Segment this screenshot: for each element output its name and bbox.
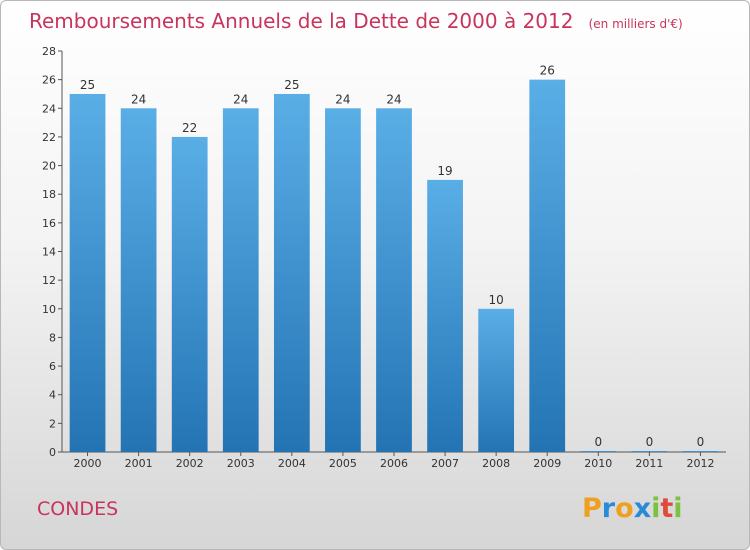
bar-2011 bbox=[631, 451, 668, 452]
x-axis-ticks: 2000 2001 2002 2003 2004 2005 2006 2007 2008 2009… bbox=[74, 452, 714, 470]
bar-2010 bbox=[580, 451, 617, 452]
y-tick-label: 8 bbox=[49, 331, 56, 344]
bars-group bbox=[69, 79, 719, 453]
y-tick-label: 12 bbox=[42, 274, 56, 287]
logo-letter: t bbox=[660, 493, 673, 524]
data-label-2000: 25 bbox=[80, 78, 95, 92]
bar-2006 bbox=[376, 108, 412, 453]
data-label-2004: 25 bbox=[284, 78, 299, 92]
y-tick-label: 20 bbox=[42, 160, 56, 173]
y-tick-label: 14 bbox=[42, 246, 56, 259]
data-label-2002: 22 bbox=[182, 121, 197, 135]
data-label-2012: 0 bbox=[697, 435, 705, 449]
bar-2004 bbox=[273, 93, 310, 452]
bar-2005 bbox=[325, 108, 361, 453]
y-tick-label: 2 bbox=[49, 417, 56, 430]
y-tick-label: 28 bbox=[42, 45, 56, 58]
bar-2012 bbox=[682, 451, 719, 452]
y-tick-label: 6 bbox=[49, 360, 56, 373]
logo-letter: x bbox=[634, 493, 651, 524]
x-tick-label-2010: 2010 bbox=[584, 457, 612, 470]
data-label-2005: 24 bbox=[335, 92, 350, 106]
y-tick-label: 18 bbox=[42, 188, 56, 201]
logo-letter: P bbox=[582, 493, 602, 524]
bar-2007 bbox=[427, 179, 463, 452]
x-tick-label-2001: 2001 bbox=[125, 457, 153, 470]
logo-letter: i bbox=[651, 493, 660, 524]
data-label-2001: 24 bbox=[131, 92, 146, 106]
y-tick-label: 24 bbox=[42, 102, 56, 115]
bar-2003 bbox=[222, 108, 259, 453]
chart-title-unit: (en milliers d'€) bbox=[589, 17, 683, 31]
data-label-2011: 0 bbox=[646, 435, 654, 449]
logo-letter: o bbox=[615, 493, 634, 524]
bar-2000 bbox=[69, 93, 106, 452]
x-tick-label-2008: 2008 bbox=[482, 457, 510, 470]
logo-letter: i bbox=[673, 493, 682, 524]
y-tick-label: 0 bbox=[49, 446, 56, 459]
x-tick-label-2009: 2009 bbox=[533, 457, 561, 470]
chart-title-main: Remboursements Annuels de la Dette de 20… bbox=[29, 9, 573, 33]
data-label-2003: 24 bbox=[233, 92, 248, 106]
data-label-2010: 0 bbox=[594, 435, 602, 449]
y-tick-label: 10 bbox=[42, 303, 56, 316]
y-tick-label: 16 bbox=[42, 217, 56, 230]
bar-2001 bbox=[120, 108, 157, 453]
data-labels-group: 25 24 22 24 25 24 24 19 10 26 0 0 0 bbox=[80, 64, 704, 449]
x-tick-label-2004: 2004 bbox=[278, 457, 306, 470]
x-tick-label-2000: 2000 bbox=[74, 457, 102, 470]
bar-2008 bbox=[478, 308, 515, 452]
proxiti-logo: Proxiti bbox=[582, 493, 683, 524]
y-tick-label: 22 bbox=[42, 131, 56, 144]
data-label-2006: 24 bbox=[386, 92, 401, 106]
data-label-2007: 19 bbox=[437, 164, 452, 178]
x-tick-label-2003: 2003 bbox=[227, 457, 255, 470]
commune-name: CONDES bbox=[37, 498, 118, 520]
x-tick-label-2012: 2012 bbox=[686, 457, 714, 470]
chart-title: Remboursements Annuels de la Dette de 20… bbox=[29, 9, 683, 33]
logo-letter: r bbox=[602, 493, 616, 524]
y-tick-label: 4 bbox=[49, 389, 56, 402]
bar-2002 bbox=[171, 136, 208, 452]
y-tick-label: 26 bbox=[42, 74, 56, 87]
x-tick-label-2011: 2011 bbox=[635, 457, 663, 470]
x-tick-label-2005: 2005 bbox=[329, 457, 357, 470]
x-tick-label-2007: 2007 bbox=[431, 457, 459, 470]
bar-2009 bbox=[529, 79, 566, 453]
data-label-2008: 10 bbox=[489, 293, 504, 307]
data-label-2009: 26 bbox=[540, 64, 555, 78]
x-tick-label-2006: 2006 bbox=[380, 457, 408, 470]
x-tick-label-2002: 2002 bbox=[176, 457, 204, 470]
